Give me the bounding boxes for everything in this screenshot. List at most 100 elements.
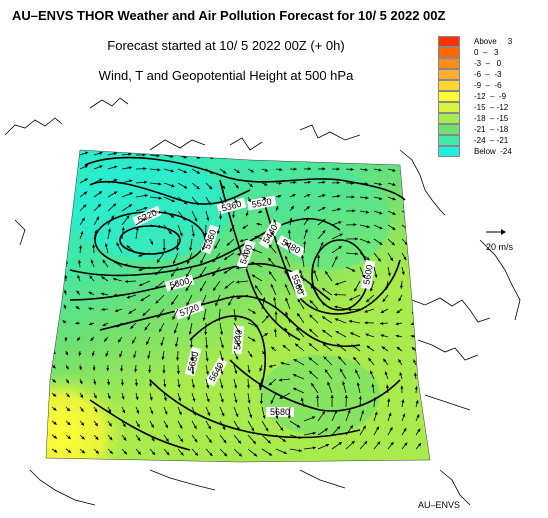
wind-vector-head <box>194 218 198 222</box>
wind-vector-head <box>236 342 240 346</box>
wind-vector-head <box>262 297 266 301</box>
wind-vector-head <box>186 302 190 306</box>
wind-vector-head <box>135 396 139 400</box>
wind-vector-head <box>414 386 418 390</box>
wind-vector-head <box>220 344 224 349</box>
wind-vector-head <box>273 328 277 332</box>
wind-vector-head <box>80 394 83 398</box>
wind-vector-head <box>308 343 313 347</box>
wind-vector <box>51 205 59 212</box>
wind-vector-head <box>295 343 299 347</box>
wind-vector-head <box>138 268 142 272</box>
contour-label: 5640 <box>231 325 245 355</box>
wind-vector-head <box>162 370 166 374</box>
wind-vector-head <box>293 359 297 362</box>
wind-vector-head <box>56 151 60 155</box>
wind-vector-head <box>337 194 341 198</box>
wind-vector-head <box>128 310 132 314</box>
legend-swatch <box>438 80 460 91</box>
wind-vector-head <box>235 413 239 417</box>
wind-vector-head <box>224 285 229 289</box>
wind-vector-head <box>322 207 326 210</box>
wind-vector-head <box>195 201 199 206</box>
wind-vector-head <box>399 372 403 376</box>
wind-vector-head <box>137 437 141 441</box>
wind-vector-head <box>92 367 96 371</box>
wind-vector-head <box>124 263 128 267</box>
wind-vector-head <box>107 228 111 232</box>
wind-vector-head <box>275 415 279 419</box>
wind-vector-head <box>350 153 354 158</box>
wind-vector <box>401 168 410 172</box>
wind-vector-head <box>90 259 94 264</box>
wind-vector-head <box>222 185 226 189</box>
wind-vector-head <box>322 329 326 333</box>
wind-vector-head <box>290 205 294 210</box>
wind-vector-head <box>325 444 330 447</box>
wind-vector <box>413 294 417 302</box>
legend-label: -21 – -18 <box>474 125 509 134</box>
wind-vector-head <box>222 170 227 174</box>
wind-vector-head <box>365 210 370 214</box>
wind-vector-head <box>191 384 195 389</box>
wind-vector-head <box>77 337 81 341</box>
wind-vector-head <box>76 290 80 294</box>
wind-vector-head <box>112 203 117 207</box>
wind-vector-head <box>222 426 226 430</box>
wind-vector-head <box>106 381 111 386</box>
wind-vector-head <box>334 410 338 414</box>
svg-text:5600: 5600 <box>361 264 374 285</box>
coastlines <box>4 97 521 506</box>
wind-vector-head <box>298 435 302 439</box>
wind-vector-head <box>350 332 354 336</box>
wind-vector-head <box>206 385 210 389</box>
wind-vector-head <box>299 269 303 274</box>
wind-vector-head <box>415 270 419 274</box>
wind-vector-head <box>285 297 289 302</box>
wind-vector-head <box>236 280 240 284</box>
wind-vector-head <box>143 167 147 171</box>
wind-vector-head <box>69 178 74 182</box>
wind-vector-head <box>284 270 288 274</box>
wind-vector-head <box>53 449 58 453</box>
wind-vector-head <box>418 226 423 230</box>
wind-vector-head <box>350 167 354 171</box>
wind-vector-head <box>322 180 326 184</box>
wind-vector <box>289 154 297 157</box>
wind-vector <box>51 336 57 339</box>
wind-vector-head <box>282 438 286 442</box>
wind-vector-head <box>66 407 70 412</box>
wind-vector-head <box>392 154 396 158</box>
wind-vector-head <box>256 222 260 226</box>
wind-vector-head <box>352 209 356 213</box>
wind-vector-head <box>273 297 277 301</box>
wind-vector-head <box>309 300 313 304</box>
wind-vector-head <box>321 411 325 415</box>
wind-vector-head <box>236 296 240 300</box>
legend-label: -9 – -6 <box>474 81 502 90</box>
wind-vector-head <box>206 217 210 221</box>
wind-vector-head <box>64 275 68 279</box>
wind-vector-head <box>392 197 396 201</box>
wind-vector-head <box>109 436 113 441</box>
wind-vector <box>65 151 74 156</box>
contour-label: 5680 <box>266 407 294 417</box>
contour-label: 5600 <box>360 259 376 290</box>
wind-vector-head <box>284 327 288 332</box>
wind-vector-head <box>52 365 56 369</box>
wind-vector-head <box>322 230 326 234</box>
wind-vector-head <box>190 358 194 362</box>
wind-vector-head <box>156 154 160 158</box>
wind-vector-head <box>398 298 402 302</box>
wind-vector-head <box>336 181 340 185</box>
wind-vector-head <box>322 288 326 292</box>
wind-vector-head <box>223 452 228 457</box>
wind-vector <box>261 154 269 158</box>
wind-vector-head <box>320 242 324 246</box>
wind-vector-head <box>400 385 404 389</box>
wind-vector-head <box>364 182 369 186</box>
wind-vector-head <box>122 409 125 414</box>
legend-swatch <box>438 58 460 69</box>
wind-vector-head <box>207 412 211 416</box>
wind-vector-head <box>138 253 142 257</box>
